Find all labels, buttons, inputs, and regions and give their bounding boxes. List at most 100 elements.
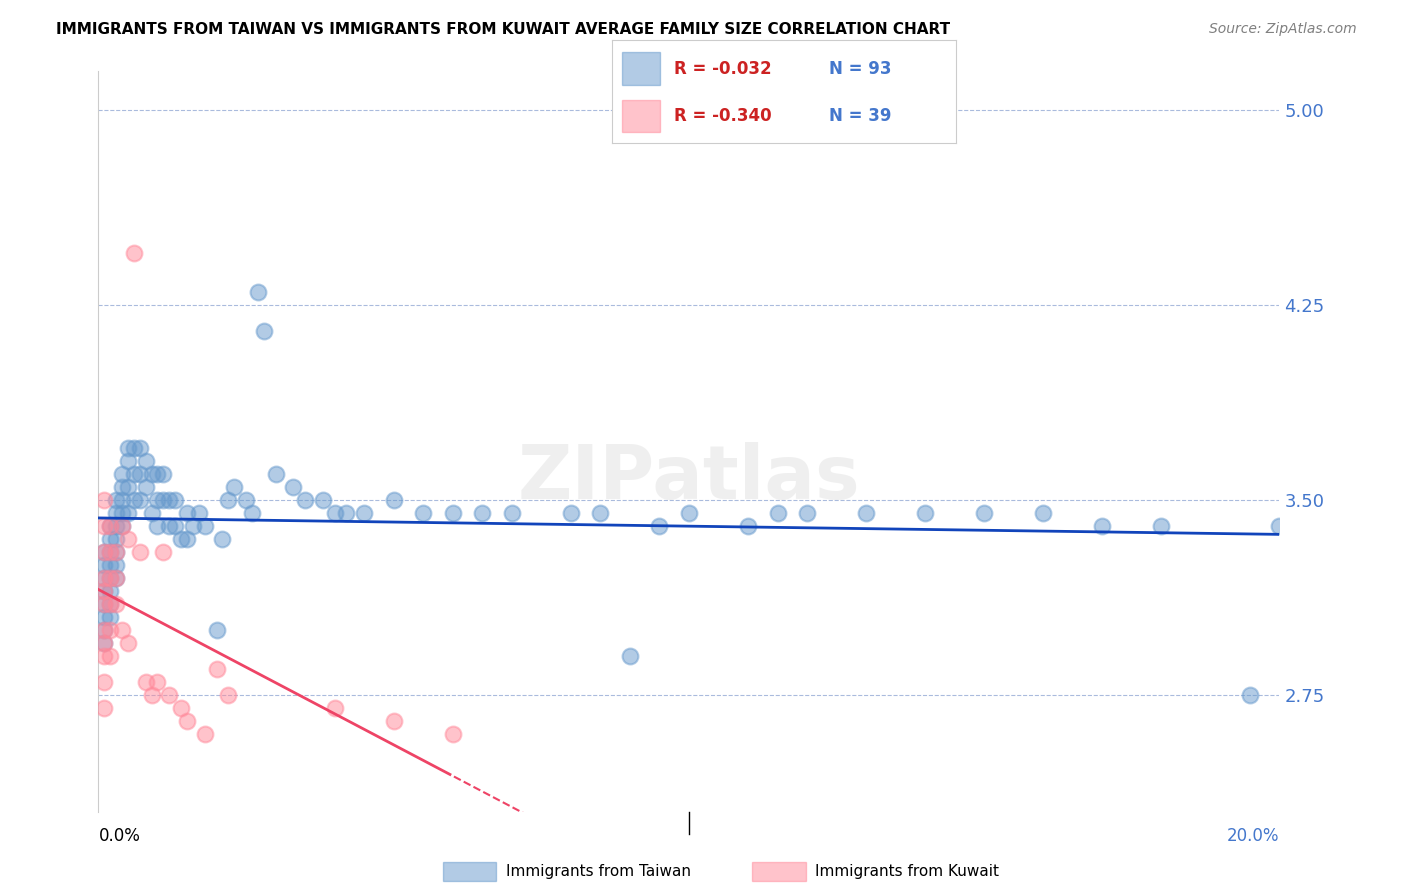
Point xyxy=(382,493,405,508)
Text: N = 93: N = 93 xyxy=(828,60,891,78)
Point xyxy=(111,506,134,520)
Point xyxy=(560,506,582,520)
Point xyxy=(93,558,115,572)
Point xyxy=(98,648,121,663)
Point xyxy=(117,454,139,468)
Text: Immigrants from Kuwait: Immigrants from Kuwait xyxy=(815,864,1000,879)
Point xyxy=(176,714,198,728)
Point xyxy=(135,454,157,468)
Point xyxy=(224,480,246,494)
Text: 0.0%: 0.0% xyxy=(98,828,141,846)
Point xyxy=(1268,519,1291,533)
Text: 20.0%: 20.0% xyxy=(1227,828,1279,846)
Point xyxy=(93,583,115,598)
Point xyxy=(98,610,121,624)
Point xyxy=(141,467,163,481)
Point xyxy=(205,662,228,676)
Point xyxy=(589,506,612,520)
Point xyxy=(93,571,115,585)
Point xyxy=(648,519,671,533)
Point xyxy=(105,571,128,585)
Point xyxy=(181,519,204,533)
Point xyxy=(412,506,434,520)
Point xyxy=(98,623,121,637)
Point xyxy=(335,506,357,520)
Point xyxy=(105,571,128,585)
Point xyxy=(135,674,157,689)
Point xyxy=(264,467,287,481)
Point xyxy=(122,441,145,455)
Point xyxy=(157,688,180,702)
Text: ZIPatlas: ZIPatlas xyxy=(517,442,860,515)
Point xyxy=(98,583,121,598)
Point xyxy=(146,674,169,689)
Point xyxy=(382,714,405,728)
Point xyxy=(165,519,187,533)
Point xyxy=(93,623,115,637)
FancyBboxPatch shape xyxy=(621,100,659,132)
Point xyxy=(93,545,115,559)
Point xyxy=(93,610,115,624)
Text: Source: ZipAtlas.com: Source: ZipAtlas.com xyxy=(1209,22,1357,37)
Point xyxy=(253,324,276,338)
Text: R = -0.032: R = -0.032 xyxy=(673,60,772,78)
Point xyxy=(235,493,257,508)
FancyBboxPatch shape xyxy=(621,53,659,86)
Point xyxy=(98,519,121,533)
Point xyxy=(98,532,121,546)
Point xyxy=(111,519,134,533)
Point xyxy=(93,674,115,689)
Point xyxy=(117,636,139,650)
Point xyxy=(93,623,115,637)
Point xyxy=(117,480,139,494)
Point xyxy=(122,467,145,481)
Point xyxy=(914,506,936,520)
Point xyxy=(165,493,187,508)
Point xyxy=(98,571,121,585)
Point xyxy=(170,532,193,546)
Text: Immigrants from Taiwan: Immigrants from Taiwan xyxy=(506,864,692,879)
Point xyxy=(128,441,150,455)
Point xyxy=(283,480,305,494)
Point xyxy=(128,493,150,508)
Point xyxy=(246,285,269,300)
Point xyxy=(294,493,316,508)
Point xyxy=(93,648,115,663)
Point xyxy=(105,545,128,559)
Point xyxy=(128,467,150,481)
Point xyxy=(105,545,128,559)
Point xyxy=(194,519,217,533)
Point xyxy=(678,506,700,520)
Point xyxy=(111,480,134,494)
Point xyxy=(501,506,523,520)
Point xyxy=(141,506,163,520)
Point xyxy=(135,480,157,494)
Point xyxy=(105,532,128,546)
Point xyxy=(93,701,115,715)
Point xyxy=(146,467,169,481)
Point xyxy=(152,545,174,559)
Point xyxy=(855,506,877,520)
Point xyxy=(93,519,115,533)
Text: IMMIGRANTS FROM TAIWAN VS IMMIGRANTS FROM KUWAIT AVERAGE FAMILY SIZE CORRELATION: IMMIGRANTS FROM TAIWAN VS IMMIGRANTS FRO… xyxy=(56,22,950,37)
Point xyxy=(187,506,209,520)
Point xyxy=(157,519,180,533)
Point xyxy=(796,506,818,520)
Point xyxy=(93,493,115,508)
Point xyxy=(93,636,115,650)
Point xyxy=(194,727,217,741)
Point xyxy=(98,558,121,572)
Point xyxy=(98,571,121,585)
Point xyxy=(471,506,494,520)
Point xyxy=(105,493,128,508)
Point xyxy=(240,506,263,520)
Point xyxy=(98,545,121,559)
Point xyxy=(176,506,198,520)
Point xyxy=(93,571,115,585)
Point xyxy=(98,597,121,611)
Point xyxy=(98,545,121,559)
Point xyxy=(93,597,115,611)
Point xyxy=(117,532,139,546)
Point xyxy=(323,701,346,715)
Point xyxy=(737,519,759,533)
